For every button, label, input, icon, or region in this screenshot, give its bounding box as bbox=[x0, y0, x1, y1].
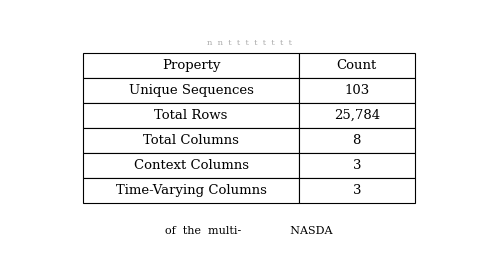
Text: n  n  t  t  t  t  t  t  t  t: n n t t t t t t t t bbox=[207, 39, 292, 47]
Text: of  the  multi-              NASDA: of the multi- NASDA bbox=[165, 226, 333, 236]
